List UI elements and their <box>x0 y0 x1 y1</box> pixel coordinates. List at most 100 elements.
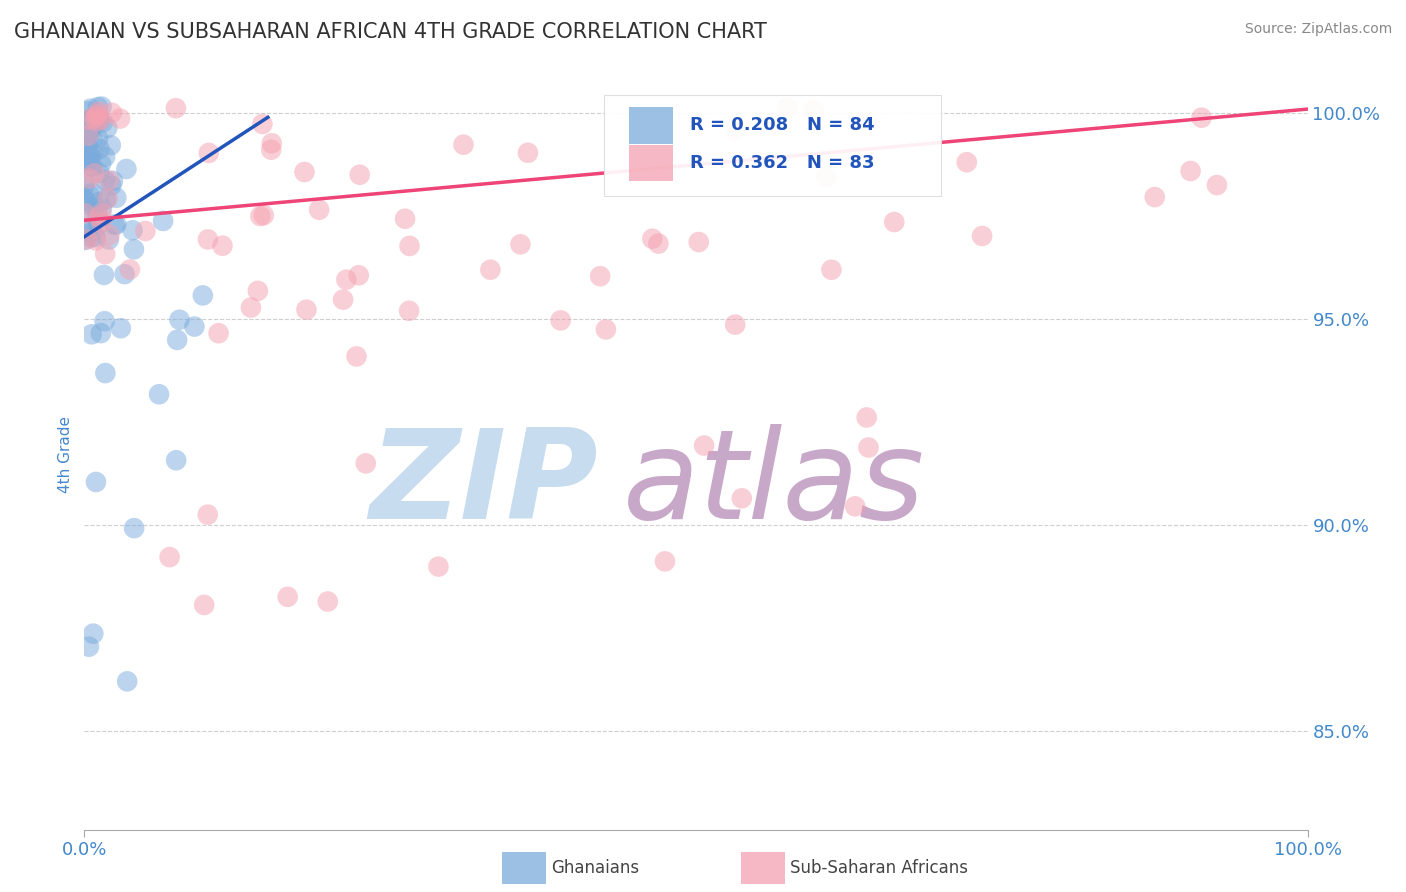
Point <box>75 194 97 209</box>
Point <box>73 233 96 247</box>
Point <box>239 301 262 315</box>
Point <box>80 122 103 136</box>
Point <box>641 232 664 246</box>
Point <box>165 453 187 467</box>
Point <box>89 166 111 180</box>
Point <box>93 268 115 282</box>
Point <box>86 203 108 218</box>
Text: GHANAIAN VS SUBSAHARAN AFRICAN 4TH GRADE CORRELATION CHART: GHANAIAN VS SUBSAHARAN AFRICAN 4TH GRADE… <box>14 22 766 42</box>
Point <box>1191 111 1213 125</box>
Point <box>105 191 128 205</box>
Point <box>169 312 191 326</box>
Point <box>101 174 124 188</box>
Point <box>94 366 117 380</box>
Point <box>453 137 475 152</box>
Point <box>82 626 104 640</box>
Point <box>211 238 233 252</box>
Point <box>346 350 368 364</box>
Point <box>122 242 145 256</box>
Point <box>82 225 104 239</box>
Point <box>76 150 98 164</box>
Point <box>97 232 120 246</box>
Point <box>76 104 98 119</box>
Point <box>191 288 214 302</box>
Point <box>76 136 98 150</box>
Point <box>114 267 136 281</box>
Point <box>724 123 747 137</box>
Point <box>308 202 330 217</box>
Point <box>94 173 117 187</box>
Point <box>198 145 221 160</box>
Point <box>83 166 105 180</box>
Point <box>77 640 100 654</box>
Point <box>103 218 125 232</box>
FancyBboxPatch shape <box>605 95 941 196</box>
Point <box>427 559 450 574</box>
Point <box>97 192 120 206</box>
Text: atlas: atlas <box>623 425 925 545</box>
Point <box>75 132 97 146</box>
Point <box>101 105 124 120</box>
Point <box>815 170 838 185</box>
Point <box>82 186 104 200</box>
Point <box>197 232 219 246</box>
Point <box>776 101 799 115</box>
Point <box>76 154 98 169</box>
Point <box>122 521 145 535</box>
Point <box>115 161 138 176</box>
Point <box>550 313 572 327</box>
Point <box>89 113 111 128</box>
Point <box>347 268 370 283</box>
Point <box>94 150 117 164</box>
Point <box>90 156 112 170</box>
Point <box>84 234 107 248</box>
Point <box>89 194 111 209</box>
Point <box>855 410 877 425</box>
Point <box>193 598 215 612</box>
Point <box>148 387 170 401</box>
Point <box>77 154 100 169</box>
Point <box>516 145 538 160</box>
Point <box>398 303 420 318</box>
Point <box>73 206 96 220</box>
Point <box>86 114 108 128</box>
Point <box>77 112 100 127</box>
Point <box>197 508 219 522</box>
Point <box>93 314 115 328</box>
Point <box>73 154 96 169</box>
Point <box>100 138 122 153</box>
Point <box>87 218 110 232</box>
Point <box>972 229 994 244</box>
Point <box>89 142 111 156</box>
Point <box>84 112 107 127</box>
Point <box>98 173 121 187</box>
Point <box>73 179 96 194</box>
Point <box>80 160 103 174</box>
Point <box>87 100 110 114</box>
Text: Sub-Saharan Africans: Sub-Saharan Africans <box>790 859 969 877</box>
Text: R = 0.208   N = 84: R = 0.208 N = 84 <box>690 116 875 134</box>
Point <box>82 132 104 146</box>
Point <box>398 239 420 253</box>
Point <box>688 235 710 249</box>
Point <box>260 136 283 151</box>
Point <box>349 168 371 182</box>
Point <box>595 322 617 336</box>
FancyBboxPatch shape <box>628 107 672 144</box>
Point <box>75 144 97 158</box>
Point <box>134 224 156 238</box>
Point <box>84 230 107 244</box>
Point <box>90 202 112 216</box>
Point <box>90 206 112 220</box>
Point <box>86 109 108 123</box>
Point <box>90 215 112 229</box>
Point <box>105 218 128 232</box>
Point <box>87 210 110 224</box>
Point <box>73 176 96 190</box>
Point <box>91 115 114 129</box>
Point <box>94 192 117 206</box>
Point <box>73 192 96 206</box>
Point <box>335 272 357 286</box>
Point <box>479 262 502 277</box>
Point <box>332 293 354 307</box>
